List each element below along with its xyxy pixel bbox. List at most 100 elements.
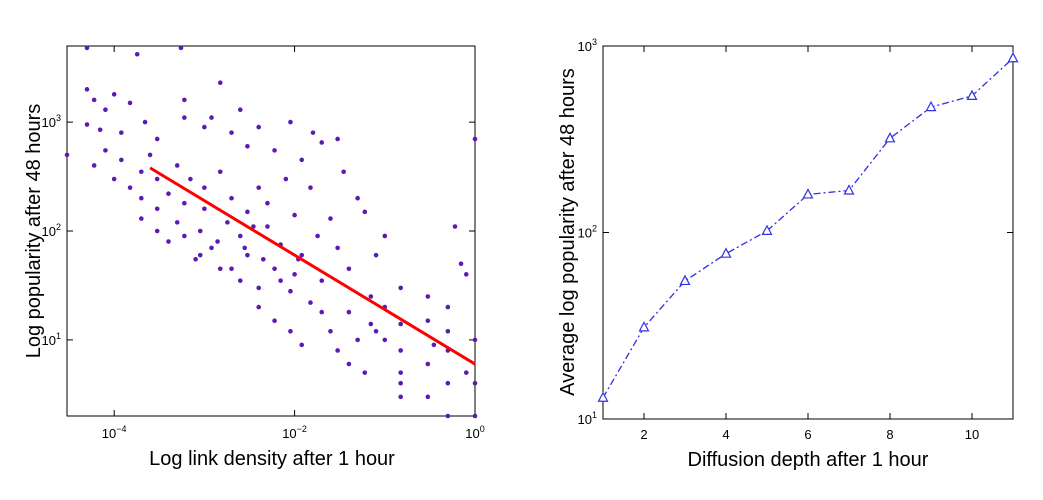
scatter-point xyxy=(139,216,144,221)
scatter-point xyxy=(355,195,360,201)
line-marker xyxy=(884,132,896,143)
scatter-point xyxy=(425,318,431,324)
scatter-point xyxy=(166,239,171,244)
scatter-point xyxy=(308,185,313,190)
scatter-point xyxy=(229,130,234,135)
line-marker xyxy=(638,321,650,332)
scatter-point xyxy=(229,195,234,201)
scatter-point xyxy=(472,413,478,419)
scatter-point xyxy=(174,163,180,168)
scatter-point xyxy=(103,148,108,153)
line-marker xyxy=(761,224,773,235)
scatter-point xyxy=(139,169,144,175)
line-y-tick-label: 102 xyxy=(578,224,597,241)
scatter-point xyxy=(425,294,431,299)
scatter-point xyxy=(217,169,223,175)
scatter-point xyxy=(139,195,144,201)
scatter-point xyxy=(182,115,187,120)
scatter-point xyxy=(182,97,187,103)
scatter-point xyxy=(299,157,305,163)
scatter-point xyxy=(97,127,103,133)
scatter-point xyxy=(202,124,207,130)
scatter-point xyxy=(382,233,388,239)
scatter-point xyxy=(425,394,431,400)
scatter-point xyxy=(256,185,261,190)
line-marker xyxy=(597,391,609,402)
line-marker xyxy=(720,247,732,258)
scatter-y-tick-label: 102 xyxy=(42,222,61,239)
scatter-point xyxy=(245,252,250,258)
scatter-point xyxy=(261,256,266,262)
scatter-point xyxy=(134,51,140,57)
scatter-fit-line xyxy=(149,166,476,366)
scatter-point xyxy=(64,152,70,158)
scatter-point xyxy=(119,130,124,135)
scatter-point xyxy=(182,233,187,239)
scatter-points xyxy=(64,45,478,419)
scatter-point xyxy=(452,224,458,229)
scatter-point xyxy=(463,370,469,375)
scatter-point xyxy=(193,256,198,262)
scatter-point xyxy=(355,337,360,343)
scatter-point xyxy=(341,169,346,175)
scatter-chart: 10−4 10−2 100 101 102 103 Log link density af… xyxy=(23,45,485,470)
scatter-point xyxy=(328,328,333,334)
scatter-point xyxy=(209,245,214,251)
line-x-axis-title: Diffusion depth after 1 hour xyxy=(688,449,929,471)
scatter-point xyxy=(283,176,289,182)
scatter-point xyxy=(272,266,277,272)
scatter-point xyxy=(217,266,223,272)
scatter-plot-frame xyxy=(66,45,476,417)
scatter-point xyxy=(215,239,220,244)
scatter-point xyxy=(398,394,403,400)
line-y-tick-label: 101 xyxy=(578,410,597,427)
scatter-point xyxy=(335,245,340,251)
scatter-point xyxy=(328,216,333,221)
scatter-point xyxy=(225,220,230,225)
scatter-point xyxy=(237,233,243,239)
scatter-point xyxy=(335,348,340,353)
scatter-point xyxy=(299,252,305,258)
scatter-y-tick-label: 101 xyxy=(42,331,61,348)
scatter-point xyxy=(245,209,250,215)
line-x-tick-label: 4 xyxy=(722,427,729,442)
scatter-point xyxy=(154,228,160,234)
scatter-point xyxy=(209,115,214,120)
scatter-point xyxy=(398,321,403,327)
scatter-point xyxy=(288,119,293,125)
scatter-y-axis-title: Log popularity after 48 hours xyxy=(23,104,45,359)
scatter-point xyxy=(174,220,180,225)
scatter-point xyxy=(382,337,388,343)
scatter-point xyxy=(197,228,203,234)
scatter-point xyxy=(154,206,160,212)
scatter-ticks: 10−4 10−2 100 101 102 103 xyxy=(42,46,485,441)
scatter-point xyxy=(127,185,133,190)
line-marker xyxy=(966,89,978,101)
scatter-point xyxy=(299,342,305,348)
scatter-point xyxy=(217,80,223,86)
scatter-point xyxy=(288,288,293,294)
line-x-tick-label: 6 xyxy=(804,427,811,442)
scatter-point xyxy=(237,107,243,113)
line-series-path xyxy=(602,57,1014,399)
scatter-point xyxy=(182,200,187,206)
line-y-axis-title: Average log popularity after 48 hours xyxy=(557,68,579,396)
scatter-point xyxy=(251,224,256,229)
scatter-point xyxy=(84,122,90,127)
scatter-point xyxy=(256,124,261,130)
line-x-tick-label: 8 xyxy=(886,427,893,442)
line-chart: 2 4 6 8 10 101 102 103 Diffusion depth after 1 … xyxy=(557,37,1019,471)
scatter-point xyxy=(111,92,117,97)
scatter-point xyxy=(373,252,379,258)
scatter-point xyxy=(472,136,478,142)
scatter-x-tick-label: 100 xyxy=(465,424,484,441)
line-series xyxy=(597,51,1019,402)
scatter-point xyxy=(127,100,133,106)
scatter-point xyxy=(166,191,171,197)
scatter-point xyxy=(319,309,325,315)
scatter-point xyxy=(362,370,368,375)
scatter-point xyxy=(335,136,340,142)
scatter-point xyxy=(242,245,248,251)
scatter-point xyxy=(91,163,97,168)
